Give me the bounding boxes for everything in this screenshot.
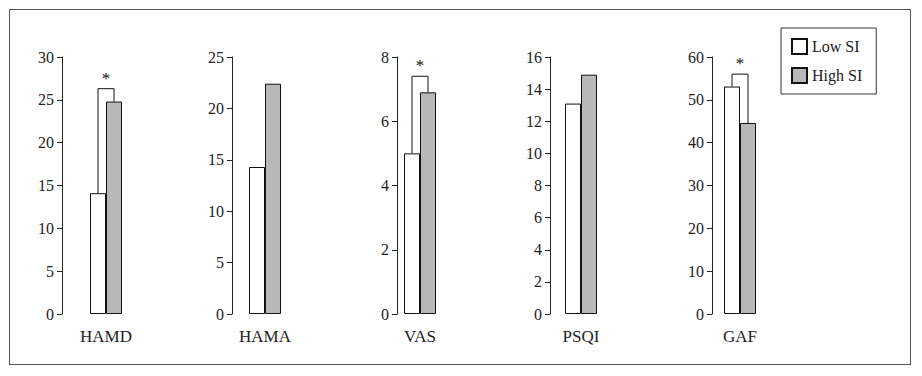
svg-text:10: 10 (688, 263, 704, 280)
svg-text:50: 50 (688, 91, 704, 108)
svg-text:10: 10 (208, 203, 224, 220)
svg-text:5: 5 (216, 254, 224, 271)
svg-text:*: * (736, 54, 745, 73)
svg-text:2: 2 (534, 273, 542, 290)
svg-text:14: 14 (526, 81, 542, 98)
svg-text:HAMA: HAMA (239, 327, 292, 346)
svg-text:6: 6 (381, 113, 389, 130)
svg-text:25: 25 (208, 49, 224, 66)
svg-text:16: 16 (526, 49, 542, 66)
svg-text:VAS: VAS (404, 327, 436, 346)
svg-text:HAMD: HAMD (80, 327, 132, 346)
svg-text:5: 5 (46, 263, 54, 280)
svg-text:0: 0 (216, 306, 224, 323)
svg-text:GAF: GAF (723, 327, 757, 346)
svg-text:8: 8 (534, 177, 542, 194)
svg-text:0: 0 (46, 306, 54, 323)
svg-text:High SI: High SI (812, 67, 862, 85)
svg-text:*: * (102, 69, 111, 88)
svg-text:PSQI: PSQI (563, 327, 600, 346)
svg-text:4: 4 (381, 177, 389, 194)
svg-text:15: 15 (208, 151, 224, 168)
svg-text:40: 40 (688, 134, 704, 151)
svg-text:20: 20 (38, 134, 54, 151)
svg-text:4: 4 (534, 241, 542, 258)
svg-text:15: 15 (38, 177, 54, 194)
svg-text:20: 20 (208, 100, 224, 117)
svg-text:10: 10 (38, 220, 54, 237)
svg-text:*: * (416, 56, 425, 75)
svg-text:25: 25 (38, 91, 54, 108)
svg-text:60: 60 (688, 49, 704, 66)
svg-text:20: 20 (688, 220, 704, 237)
svg-text:0: 0 (381, 306, 389, 323)
svg-text:0: 0 (696, 306, 704, 323)
svg-text:10: 10 (526, 145, 542, 162)
svg-text:2: 2 (381, 241, 389, 258)
svg-text:30: 30 (38, 49, 54, 66)
svg-text:Low SI: Low SI (812, 38, 860, 55)
svg-text:30: 30 (688, 177, 704, 194)
svg-text:6: 6 (534, 209, 542, 226)
svg-text:12: 12 (526, 113, 542, 130)
svg-text:0: 0 (534, 306, 542, 323)
svg-text:8: 8 (381, 49, 389, 66)
